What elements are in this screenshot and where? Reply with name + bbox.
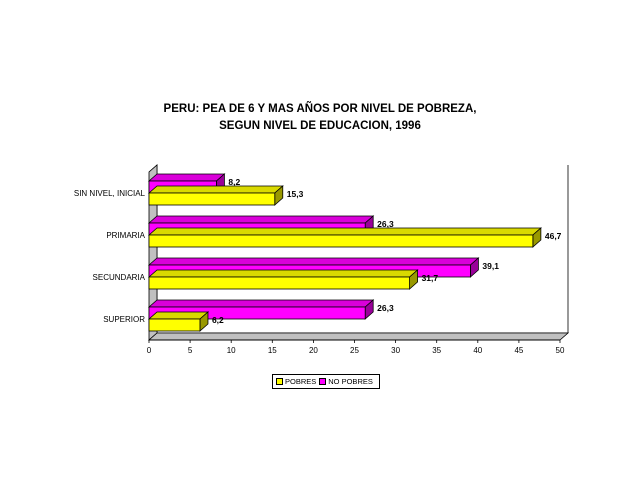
bar-pobres-sin-nivel-inicial [148,192,276,206]
legend-label-pobres: POBRES [285,377,317,386]
category-label-primaria: PRIMARIA [106,231,145,240]
bar-top-pobres-superior [147,311,210,320]
x-tick-label-3: 15 [268,346,277,355]
value-label-pobres-superior: 6,2 [212,315,224,325]
legend-swatch-pobres [276,378,283,385]
legend-item-no-pobres: NO POBRES [319,377,373,386]
bar-top-no-pobres-secundaria [147,257,480,266]
x-tick-label-6: 30 [391,346,400,355]
bar-pobres-secundaria [148,276,410,290]
value-label-pobres-sin-nivel-inicial: 15,3 [287,189,304,199]
value-label-no-pobres-sin-nivel-inicial: 8,2 [228,177,240,187]
bar-pobres-superior [148,318,201,332]
x-tick-label-7: 35 [432,346,441,355]
bar-top-pobres-primaria [147,227,542,236]
value-label-no-pobres-primaria: 26,3 [377,219,394,229]
chart-title-line-1: PERU: PEA DE 6 Y MAS AÑOS POR NIVEL DE P… [163,103,477,115]
floor [147,332,570,341]
bar-top-no-pobres-primaria [147,215,375,224]
legend-item-pobres: POBRES [276,377,316,386]
legend-label-no-pobres: NO POBRES [328,377,373,386]
x-tick-label-5: 25 [350,346,359,355]
bar-top-no-pobres-sin-nivel-inicial [147,173,226,182]
chart-title-line-2: SEGUN NIVEL DE EDUCACION, 1996 [219,120,421,132]
x-tick-label-10: 50 [556,346,565,355]
x-tick-label-4: 20 [309,346,318,355]
bar-top-pobres-secundaria [147,269,419,278]
bar-top-no-pobres-superior [147,299,375,308]
value-label-pobres-secundaria: 31,7 [422,273,439,283]
bar-pobres-primaria [148,234,534,248]
category-label-superior: SUPERIOR [103,315,145,324]
x-tick-label-9: 45 [514,346,523,355]
x-tick-label-0: 0 [147,346,152,355]
x-tick-label-8: 40 [473,346,482,355]
x-tick-label-1: 5 [188,346,193,355]
value-label-pobres-primaria: 46,7 [545,231,562,241]
category-label-sin-nivel-inicial: SIN NIVEL, INICIAL [74,189,146,198]
plot-area [149,165,568,340]
bar-top-pobres-sin-nivel-inicial [147,185,284,194]
category-label-secundaria: SECUNDARIA [93,273,146,282]
x-tick-label-2: 10 [227,346,236,355]
value-label-no-pobres-superior: 26,3 [377,303,394,313]
value-label-no-pobres-secundaria: 39,1 [482,261,499,271]
legend-swatch-no-pobres [319,378,327,385]
chart-legend: POBRES NO POBRES [272,374,380,389]
